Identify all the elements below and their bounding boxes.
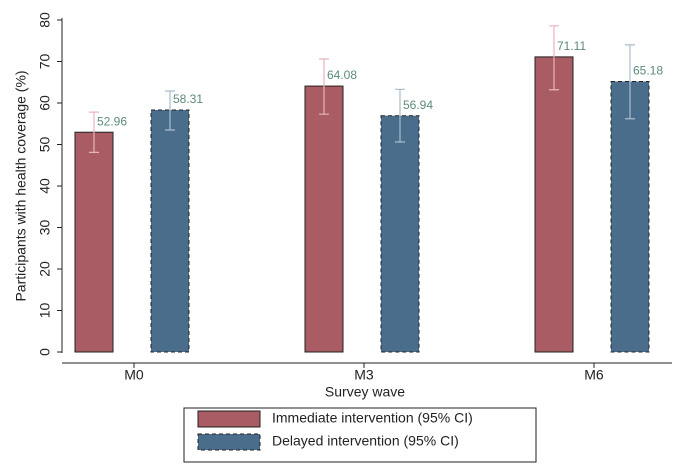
error-bar	[395, 88, 405, 143]
y-tick-label: 40	[37, 178, 53, 194]
value-label: 64.08	[327, 68, 357, 82]
x-axis-title: Survey wave	[325, 384, 405, 400]
y-axis-title: Participants with health coverage (%)	[13, 70, 29, 301]
bar	[304, 85, 344, 353]
x-tick-label: M6	[584, 367, 604, 383]
legend-label: Delayed intervention (95% CI)	[272, 433, 459, 449]
legend-swatch	[197, 433, 261, 451]
y-tick-label: 0	[37, 348, 53, 356]
legend-label: Immediate intervention (95% CI)	[272, 410, 473, 426]
y-tick-label: 20	[37, 261, 53, 277]
legend-box	[183, 407, 537, 463]
value-label: 58.31	[173, 92, 203, 106]
bar	[610, 81, 650, 353]
y-tick-label: 10	[37, 303, 53, 319]
error-bar	[319, 58, 329, 115]
value-label: 65.18	[633, 64, 663, 78]
y-tick-label: 70	[37, 54, 53, 70]
y-tick-label: 80	[37, 12, 53, 28]
error-bar	[89, 111, 99, 153]
y-tick-label: 50	[37, 137, 53, 153]
error-bar	[165, 90, 175, 131]
y-tick-label: 30	[37, 220, 53, 236]
error-bar	[625, 44, 635, 120]
bar	[150, 109, 190, 353]
bar	[74, 131, 114, 353]
value-label: 71.11	[557, 39, 586, 53]
bar	[534, 56, 574, 353]
x-tick-label: M3	[354, 367, 374, 383]
value-label: 52.96	[97, 114, 127, 128]
legend-swatch	[197, 410, 261, 428]
x-tick-label: M0	[124, 367, 144, 383]
bar	[380, 115, 420, 353]
y-tick-label: 60	[37, 95, 53, 111]
error-bar	[549, 25, 559, 91]
value-label: 56.94	[403, 98, 433, 112]
